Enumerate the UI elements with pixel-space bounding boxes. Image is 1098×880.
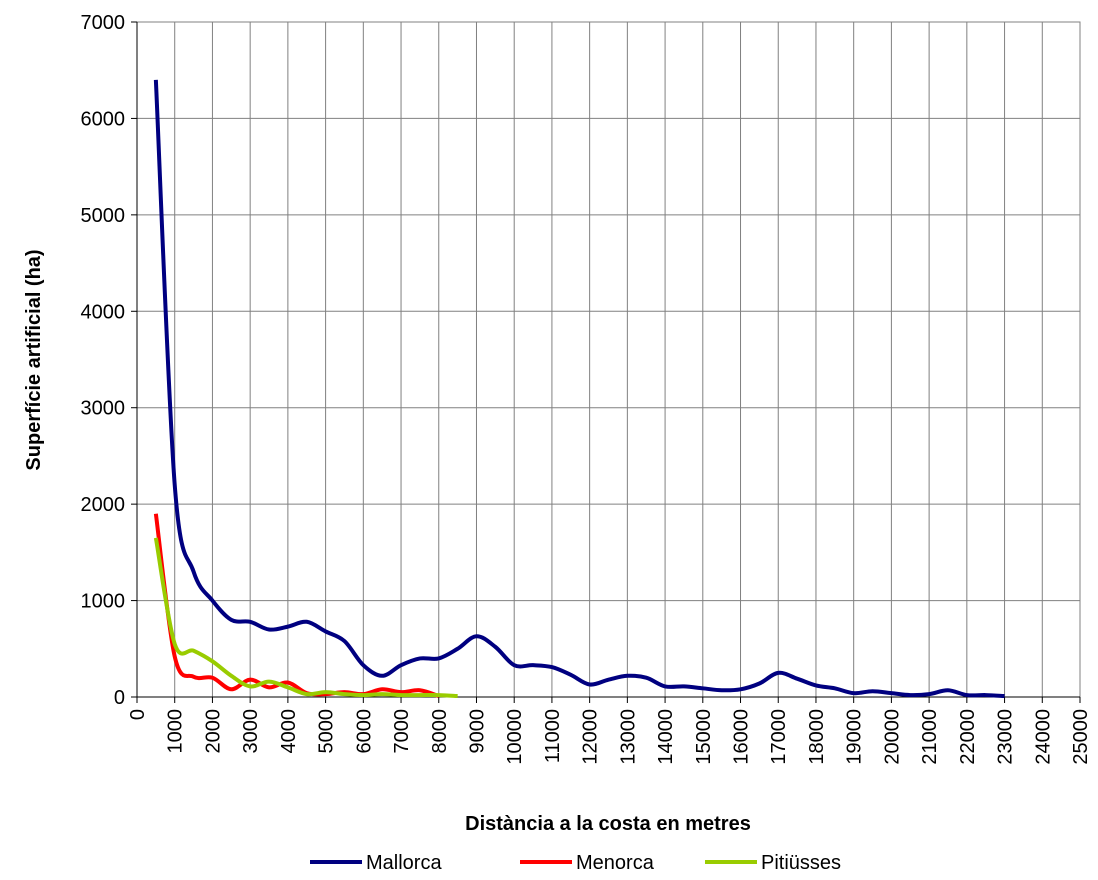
x-tick-label: 18000 [806, 709, 828, 765]
x-tick-label: 11000 [542, 709, 564, 763]
x-tick-label: 9000 [466, 709, 488, 754]
legend-label: Mallorca [366, 852, 442, 874]
x-tick-label: 12000 [580, 709, 602, 765]
line-series [153, 513, 440, 698]
x-tick-label: 25000 [1070, 709, 1092, 765]
x-tick-label: 6000 [353, 709, 375, 754]
y-tick-label: 3000 [81, 398, 126, 420]
x-tick-label: 0 [127, 709, 149, 720]
legend-label: Menorca [576, 852, 655, 874]
line-series [153, 79, 1005, 699]
x-axis-label: Distància a la costa en metres [465, 813, 751, 835]
x-tick-label: 15000 [693, 709, 715, 765]
x-tick-label: 17000 [768, 709, 790, 765]
plot-area [136, 21, 1081, 698]
x-tick-label: 19000 [844, 709, 866, 765]
y-tick-label: 5000 [81, 205, 126, 227]
y-tick-label: 7000 [81, 12, 126, 34]
line-series [153, 537, 458, 699]
y-tick-label: 4000 [81, 301, 126, 323]
x-tick-label: 1000 [165, 709, 187, 754]
x-tick-label: 3000 [240, 709, 262, 754]
y-tick-label: 6000 [81, 108, 126, 130]
x-tick-label: 2000 [202, 709, 224, 754]
x-tick-label: 4000 [278, 709, 300, 754]
x-tick-label: 21000 [919, 709, 941, 765]
y-tick-label: 1000 [81, 591, 126, 613]
x-tick-label: 8000 [429, 709, 451, 754]
x-tick-label: 22000 [957, 709, 979, 765]
x-tick-label: 7000 [391, 709, 413, 754]
x-tick-label: 5000 [316, 709, 338, 754]
y-tick-label: 2000 [81, 494, 126, 516]
x-tick-label: 23000 [995, 709, 1017, 765]
y-tick-label: 0 [114, 687, 125, 709]
x-tick-label: 20000 [881, 709, 903, 765]
x-tick-label: 10000 [504, 709, 526, 765]
legend-label: Pitiüsses [761, 852, 841, 874]
y-axis-label: Superfície artificial (ha) [23, 249, 45, 470]
x-tick-label: 16000 [731, 709, 753, 765]
x-tick-label: 13000 [617, 709, 639, 765]
x-tick-label: 24000 [1032, 709, 1054, 765]
x-tick-label: 14000 [655, 709, 677, 765]
